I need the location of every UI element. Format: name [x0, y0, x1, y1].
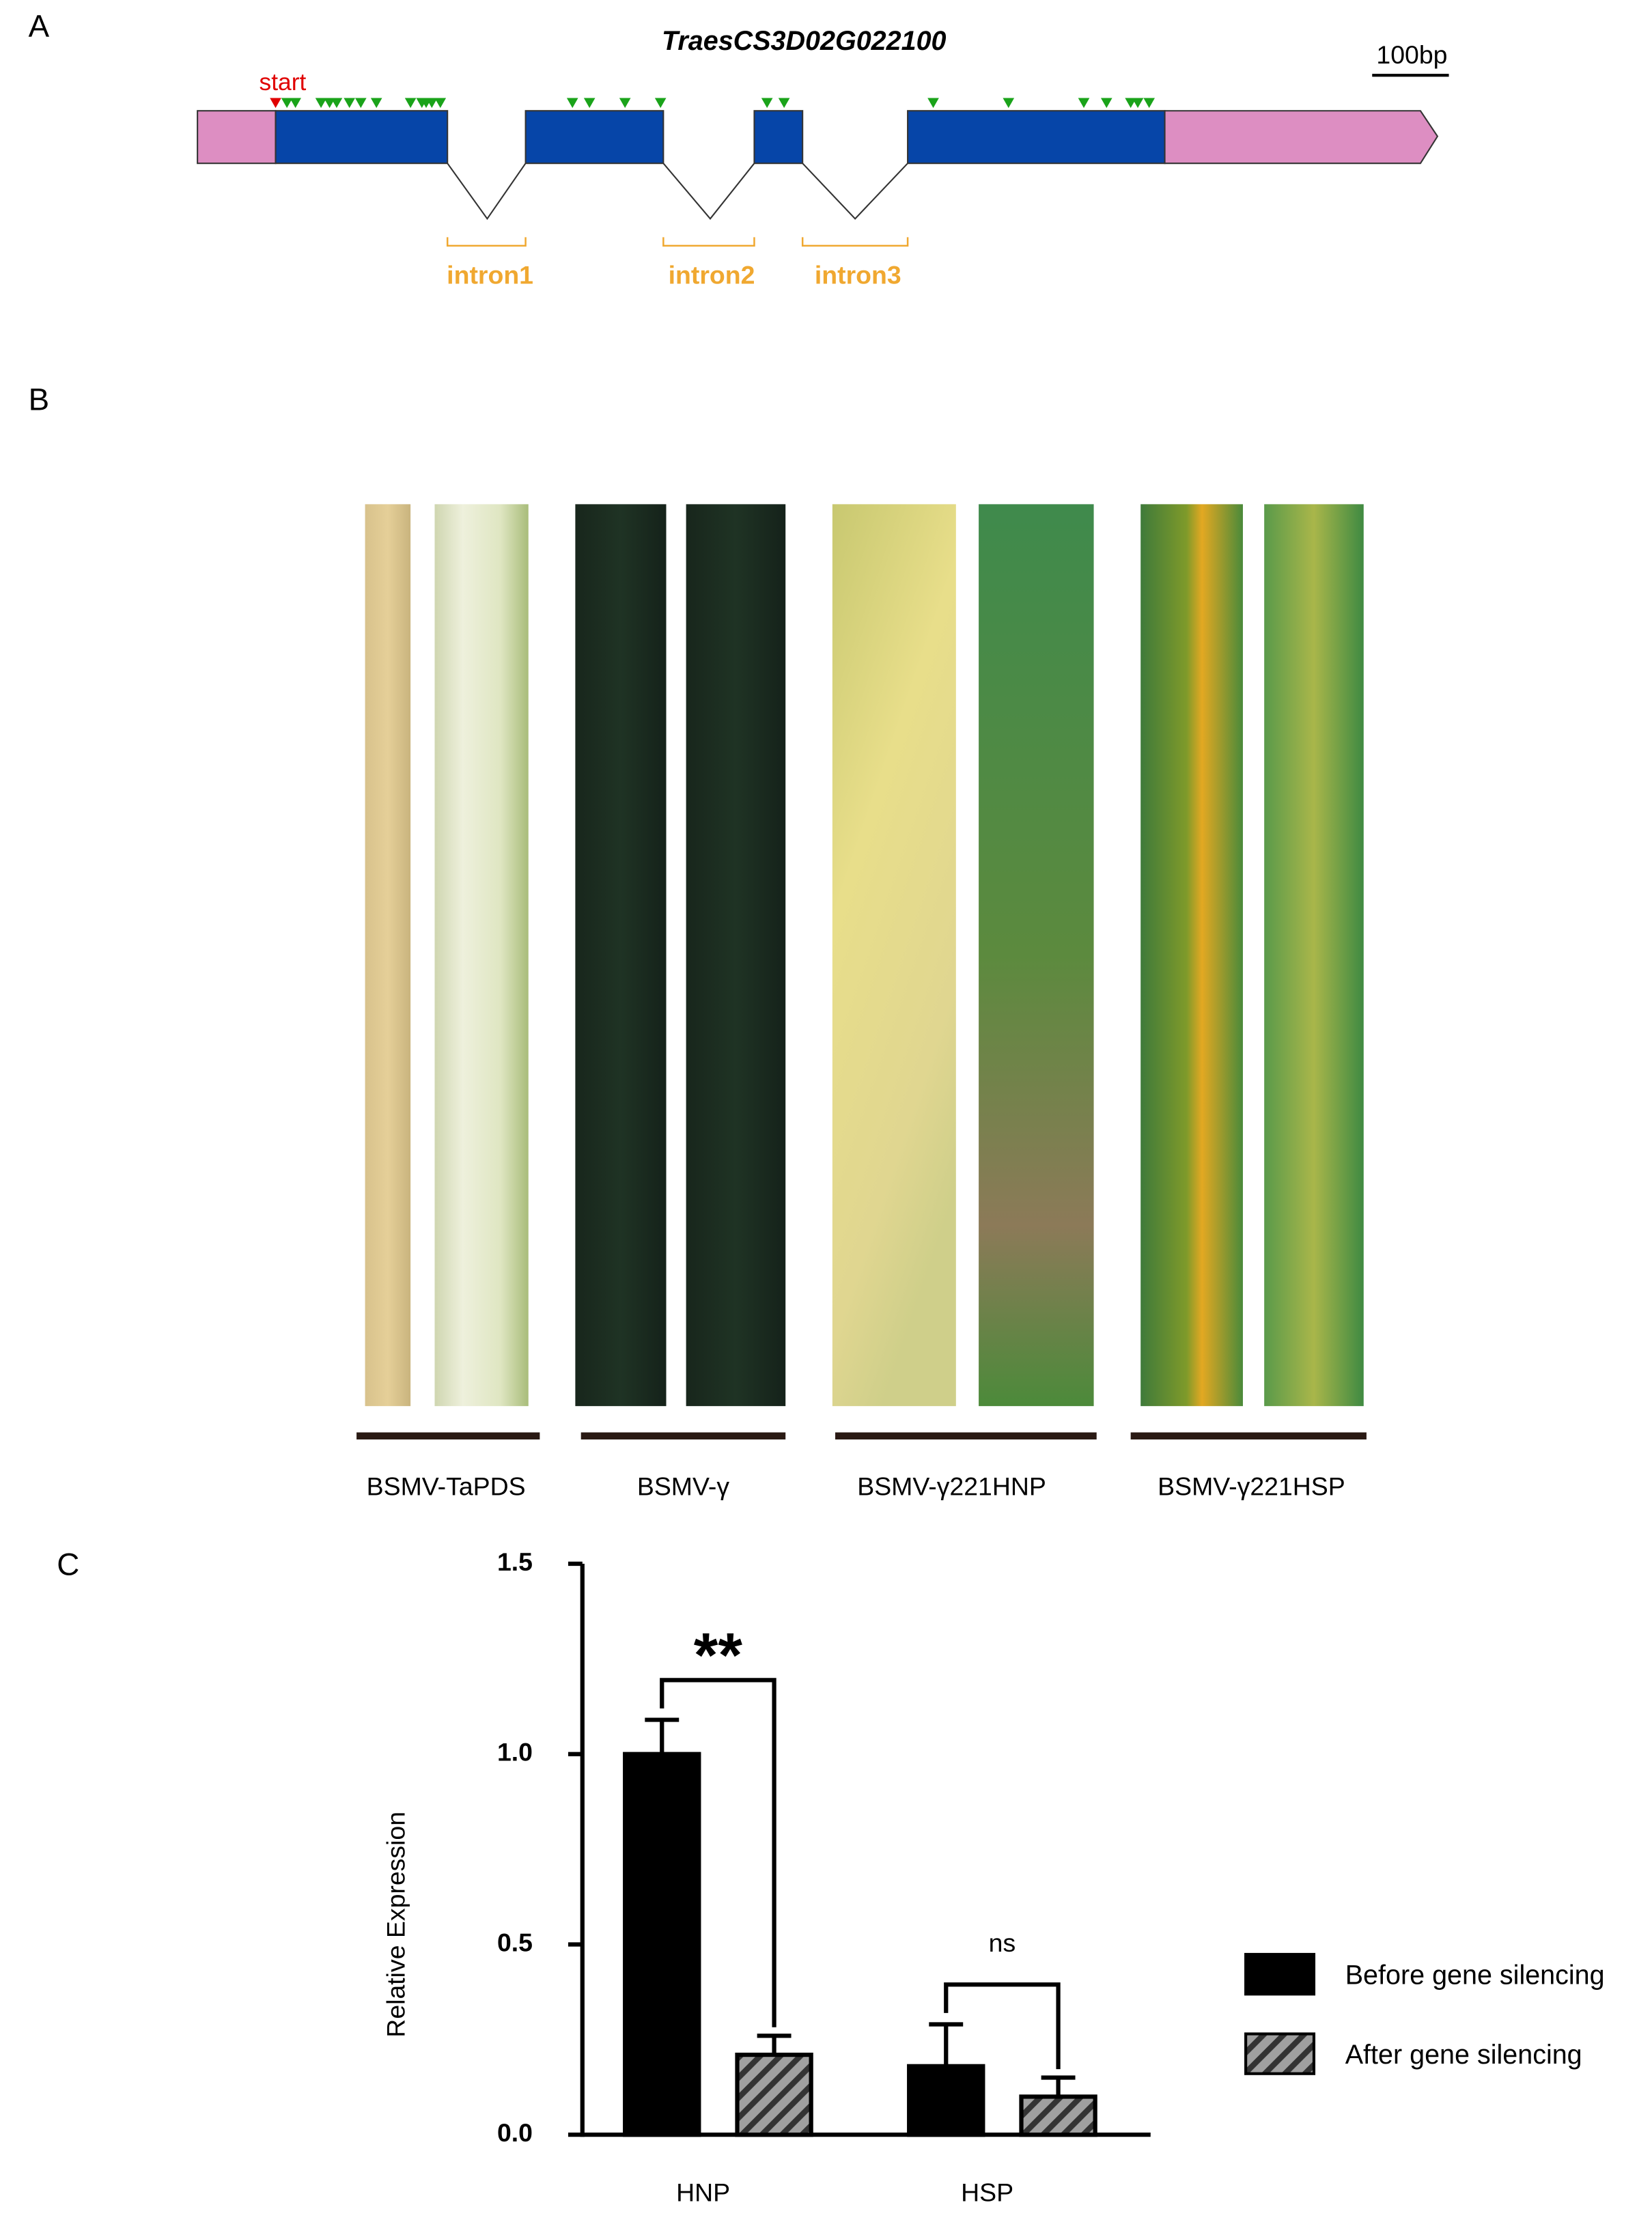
y-axis-label: Relative Expression	[381, 1812, 410, 2038]
intron-label: intron3	[815, 260, 901, 289]
start-label: start	[260, 69, 307, 96]
significance-label: ns	[989, 1928, 1016, 1957]
group-label: BSMV-γ221HNP	[857, 1472, 1046, 1501]
bar	[907, 2064, 985, 2137]
error-bar	[929, 2022, 964, 2066]
group-label: BSMV-γ221HSP	[1158, 1472, 1345, 1501]
scale-label: 100bp	[1376, 40, 1447, 69]
intron-brackets	[446, 237, 909, 247]
y-tick-label: 1.0	[497, 1738, 533, 1767]
intron-label: intron1	[447, 260, 533, 289]
error-bar	[1041, 2075, 1076, 2097]
y-tick-label: 1.5	[497, 1547, 533, 1576]
start-marker	[270, 98, 281, 109]
legend-label: Before gene silencing	[1345, 1960, 1605, 1991]
legend-label: After gene silencing	[1345, 2040, 1582, 2070]
group-label: BSMV-γ	[637, 1472, 729, 1501]
leaf-photos	[365, 504, 1364, 1407]
gene-title: TraesCS3D02G022100	[662, 26, 947, 56]
gene-model	[197, 110, 1439, 221]
legend-swatch	[1244, 2032, 1316, 2075]
significance-label: **	[694, 1620, 743, 1690]
error-bar	[757, 2034, 792, 2055]
y-tick-label: 0.5	[497, 1928, 533, 1956]
x-tick-label: HNP	[676, 2178, 730, 2206]
error-bar	[645, 1717, 680, 1754]
significance-bracket	[944, 1982, 1061, 2070]
y-tick-label: 0.0	[497, 2118, 533, 2147]
bar	[623, 1752, 701, 2137]
significance-bracket	[660, 1678, 776, 2027]
group-label: BSMV-TaPDS	[367, 1472, 526, 1501]
variant-markers	[281, 98, 1156, 109]
x-tick-label: HSP	[961, 2178, 1013, 2206]
panel-letter: C	[57, 1547, 79, 1582]
intron-label: intron2	[669, 260, 755, 289]
panel-letter: B	[29, 382, 50, 417]
panel-letter: A	[29, 9, 50, 44]
bar	[735, 2052, 813, 2137]
bar	[1019, 2094, 1097, 2137]
legend-swatch	[1244, 1952, 1316, 1996]
